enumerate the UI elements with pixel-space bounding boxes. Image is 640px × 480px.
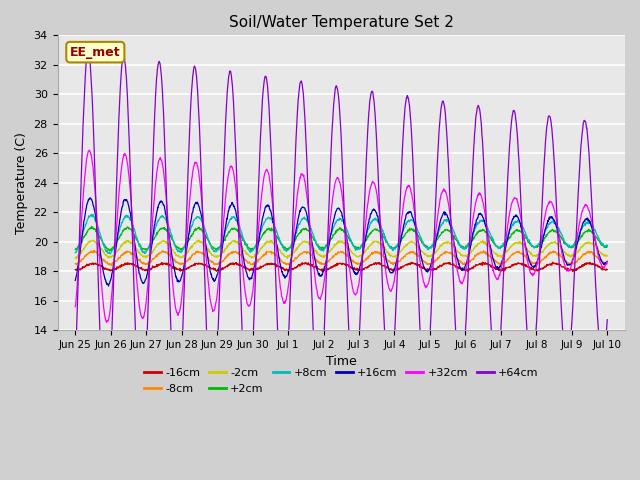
+2cm xyxy=(88,224,96,229)
+8cm xyxy=(424,245,432,251)
Line: +32cm: +32cm xyxy=(76,150,607,322)
Title: Soil/Water Temperature Set 2: Soil/Water Temperature Set 2 xyxy=(229,15,454,30)
+2cm xyxy=(494,244,502,250)
-16cm xyxy=(548,259,556,265)
+64cm xyxy=(102,427,110,433)
+64cm xyxy=(72,364,79,370)
-8cm xyxy=(72,261,79,266)
Line: -16cm: -16cm xyxy=(76,262,607,272)
+16cm xyxy=(424,268,432,274)
Text: EE_met: EE_met xyxy=(70,46,120,59)
+64cm xyxy=(177,362,185,368)
+64cm xyxy=(541,151,548,156)
+16cm xyxy=(105,283,113,289)
+32cm xyxy=(103,319,111,325)
Line: -8cm: -8cm xyxy=(76,251,607,265)
+2cm xyxy=(541,235,548,241)
+32cm xyxy=(191,161,198,167)
-16cm xyxy=(541,264,548,269)
+2cm xyxy=(250,246,258,252)
+16cm xyxy=(250,265,258,271)
+32cm xyxy=(604,259,611,264)
-16cm xyxy=(318,269,326,275)
+16cm xyxy=(72,277,79,283)
-16cm xyxy=(604,267,611,273)
+64cm xyxy=(191,63,198,69)
-8cm xyxy=(494,260,502,265)
Line: +16cm: +16cm xyxy=(76,198,607,286)
+2cm xyxy=(72,247,79,252)
-16cm xyxy=(72,267,79,273)
+32cm xyxy=(86,147,93,153)
-2cm xyxy=(177,254,185,260)
+64cm xyxy=(604,317,611,323)
+16cm xyxy=(494,266,502,272)
-2cm xyxy=(493,253,501,259)
-16cm xyxy=(189,262,197,268)
+8cm xyxy=(604,244,611,250)
+32cm xyxy=(250,279,258,285)
+8cm xyxy=(177,248,185,253)
-8cm xyxy=(90,248,98,253)
+32cm xyxy=(494,276,502,281)
X-axis label: Time: Time xyxy=(326,355,356,369)
Legend: -16cm, -8cm, -2cm, +2cm, +8cm, +16cm, +32cm, +64cm: -16cm, -8cm, -2cm, +2cm, +8cm, +16cm, +3… xyxy=(140,364,543,398)
Y-axis label: Temperature (C): Temperature (C) xyxy=(15,132,28,234)
+16cm xyxy=(191,203,198,208)
+2cm xyxy=(604,243,611,249)
+64cm xyxy=(250,319,258,325)
-8cm xyxy=(108,263,116,268)
+64cm xyxy=(424,360,432,366)
+16cm xyxy=(604,259,611,264)
Line: +2cm: +2cm xyxy=(76,227,607,251)
-8cm xyxy=(177,261,185,266)
-8cm xyxy=(424,262,432,267)
+2cm xyxy=(106,248,113,254)
+32cm xyxy=(72,304,79,310)
-8cm xyxy=(541,255,548,261)
Line: +64cm: +64cm xyxy=(76,52,607,430)
+32cm xyxy=(177,298,185,304)
-16cm xyxy=(249,268,257,274)
-8cm xyxy=(604,261,611,266)
+64cm xyxy=(494,366,502,372)
+16cm xyxy=(86,195,94,201)
-16cm xyxy=(177,268,184,274)
-8cm xyxy=(250,261,258,266)
+8cm xyxy=(494,245,502,251)
+2cm xyxy=(177,246,185,252)
Line: -2cm: -2cm xyxy=(76,240,607,258)
+32cm xyxy=(424,281,432,287)
-2cm xyxy=(72,255,79,261)
+64cm xyxy=(84,49,92,55)
+2cm xyxy=(191,228,198,234)
+8cm xyxy=(72,250,79,256)
+8cm xyxy=(191,216,198,222)
-2cm xyxy=(250,254,257,260)
-8cm xyxy=(191,251,198,257)
Line: +8cm: +8cm xyxy=(76,215,607,253)
-2cm xyxy=(190,241,198,247)
+16cm xyxy=(177,275,185,280)
-2cm xyxy=(89,237,97,243)
+16cm xyxy=(541,228,548,234)
+32cm xyxy=(541,215,548,220)
+8cm xyxy=(87,212,95,217)
-16cm xyxy=(424,267,432,273)
+8cm xyxy=(250,246,258,252)
-16cm xyxy=(493,267,501,273)
-2cm xyxy=(541,246,548,252)
+2cm xyxy=(424,244,432,250)
-2cm xyxy=(604,253,611,259)
+8cm xyxy=(541,229,548,235)
-2cm xyxy=(424,254,432,260)
+8cm xyxy=(106,251,114,256)
